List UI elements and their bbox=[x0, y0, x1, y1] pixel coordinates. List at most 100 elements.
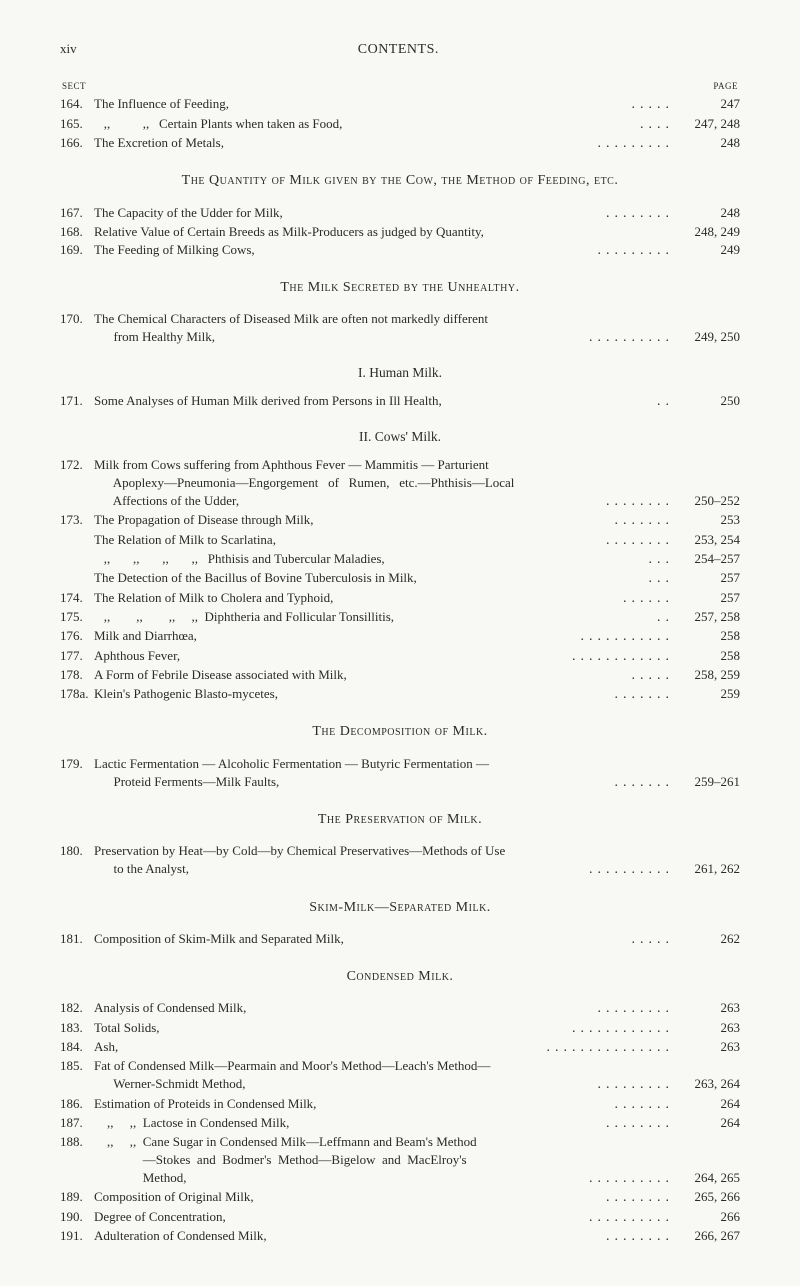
toc-entry: 164.The Influence of Feeding,.....247 bbox=[60, 95, 740, 114]
toc-entry: 186.Estimation of Proteids in Condensed … bbox=[60, 1095, 740, 1114]
toc-entry: Method,..........264, 265 bbox=[60, 1169, 740, 1188]
sub-heading: II. Cows' Milk. bbox=[60, 427, 740, 447]
col-label-page: PAGE bbox=[713, 80, 738, 93]
entry-desc: Preservation by Heat—by Cold—by Chemical… bbox=[94, 842, 670, 860]
entry-desc: ,, ,, Cane Sugar in Condensed Milk—Leffm… bbox=[94, 1133, 670, 1151]
toc-entry: 171.Some Analyses of Human Milk derived … bbox=[60, 392, 740, 411]
entry-page: 249 bbox=[678, 241, 740, 259]
entry-sect: 175. bbox=[60, 608, 94, 626]
entry-page: 262 bbox=[678, 930, 740, 948]
section-heading: The Quantity of Milk given by the Cow, t… bbox=[60, 171, 740, 191]
entry-sect: 165. bbox=[60, 115, 94, 133]
toc-entry: 175. ,, ,, ,, ,, Diphtheria and Follicul… bbox=[60, 608, 740, 627]
entry-desc: Milk from Cows suffering from Aphthous F… bbox=[94, 456, 670, 474]
page-header: xiv CONTENTS. bbox=[60, 40, 740, 60]
entry-dots: ... bbox=[649, 569, 675, 588]
toc-entry: 169.The Feeding of Milking Cows,........… bbox=[60, 241, 740, 260]
entry-desc: Composition of Original Milk, bbox=[94, 1188, 602, 1206]
entries-block-2: 167.The Capacity of the Udder for Milk,.… bbox=[60, 204, 740, 261]
entry-dots: .......... bbox=[589, 1169, 674, 1188]
entry-page: 250 bbox=[678, 392, 740, 410]
sub-heading: I. Human Milk. bbox=[60, 363, 740, 383]
entry-sect: 185. bbox=[60, 1057, 94, 1075]
entry-desc: Total Solids, bbox=[94, 1019, 568, 1037]
entry-dots: ........ bbox=[606, 531, 674, 550]
entry-dots: ......... bbox=[598, 241, 675, 260]
entry-dots: ............ bbox=[572, 647, 674, 666]
entry-desc: Analysis of Condensed Milk, bbox=[94, 999, 594, 1017]
entry-sect: 190. bbox=[60, 1208, 94, 1226]
entry-desc: Ash, bbox=[94, 1038, 543, 1056]
contents-title: CONTENTS. bbox=[358, 40, 439, 60]
entry-desc: Method, bbox=[94, 1169, 585, 1187]
toc-entry: 181.Composition of Skim-Milk and Separat… bbox=[60, 930, 740, 949]
toc-entry: Proteid Ferments—Milk Faults,.......259–… bbox=[60, 773, 740, 792]
toc-entry: from Healthy Milk,..........249, 250 bbox=[60, 328, 740, 347]
entry-desc: The Excretion of Metals, bbox=[94, 134, 594, 152]
entry-dots: ........ bbox=[606, 204, 674, 223]
toc-entry: 178a.Klein's Pathogenic Blasto-mycetes,.… bbox=[60, 685, 740, 704]
entry-page: 248, 249 bbox=[678, 223, 740, 241]
entry-page: 259–261 bbox=[678, 773, 740, 791]
entry-page: 250–252 bbox=[678, 492, 740, 510]
entry-desc: The Relation of Milk to Cholera and Typh… bbox=[94, 589, 619, 607]
toc-entry: 179.Lactic Fermentation — Alcoholic Ferm… bbox=[60, 755, 740, 773]
entry-dots: ...... bbox=[623, 589, 674, 608]
entry-sect: 168. bbox=[60, 223, 94, 241]
entry-sect: 186. bbox=[60, 1095, 94, 1113]
entry-dots: .......... bbox=[589, 328, 674, 347]
entry-sect: 172. bbox=[60, 456, 94, 474]
entry-sect: 180. bbox=[60, 842, 94, 860]
entry-desc: from Healthy Milk, bbox=[94, 328, 585, 346]
entry-desc: The Detection of the Bacillus of Bovine … bbox=[94, 569, 645, 587]
entry-dots: ........ bbox=[606, 1114, 674, 1133]
toc-entry: 168.Relative Value of Certain Breeds as … bbox=[60, 223, 740, 241]
section-heading: The Preservation of Milk. bbox=[60, 810, 740, 830]
entry-dots: ......... bbox=[598, 999, 675, 1018]
entry-sect: 188. bbox=[60, 1133, 94, 1151]
entry-page: 258 bbox=[678, 627, 740, 645]
entry-dots: ....... bbox=[615, 773, 675, 792]
entry-desc: The Influence of Feeding, bbox=[94, 95, 628, 113]
section-heading: The Decomposition of Milk. bbox=[60, 722, 740, 742]
entry-desc: Klein's Pathogenic Blasto-mycetes, bbox=[94, 685, 611, 703]
entry-sect: 170. bbox=[60, 310, 94, 328]
entry-desc: ,, ,, ,, ,, Diphtheria and Follicular To… bbox=[94, 608, 653, 626]
entries-block-1: 164.The Influence of Feeding,.....247165… bbox=[60, 95, 740, 153]
entry-desc: ,, ,, ,, ,, Phthisis and Tubercular Mala… bbox=[94, 550, 645, 568]
entry-page: 254–257 bbox=[678, 550, 740, 568]
entry-page: 257 bbox=[678, 589, 740, 607]
entry-sect: 184. bbox=[60, 1038, 94, 1056]
entry-page: 259 bbox=[678, 685, 740, 703]
entry-desc: ,, ,, Lactose in Condensed Milk, bbox=[94, 1114, 602, 1132]
page-number: xiv bbox=[60, 40, 77, 60]
entry-dots: ....... bbox=[615, 685, 675, 704]
entry-page: 264 bbox=[678, 1095, 740, 1113]
entry-desc: The Relation of Milk to Scarlatina, bbox=[94, 531, 602, 549]
entry-desc: Estimation of Proteids in Condensed Milk… bbox=[94, 1095, 611, 1113]
entry-page: 261, 262 bbox=[678, 860, 740, 878]
entry-desc: Some Analyses of Human Milk derived from… bbox=[94, 392, 653, 410]
entry-page: 247, 248 bbox=[678, 115, 740, 133]
toc-entry: Affections of the Udder,........250–252 bbox=[60, 492, 740, 511]
entry-dots: ..... bbox=[632, 930, 675, 949]
entry-desc: A Form of Febrile Disease associated wit… bbox=[94, 666, 628, 684]
entry-dots: .......... bbox=[589, 1208, 674, 1227]
toc-entry: 183.Total Solids,............263 bbox=[60, 1019, 740, 1038]
toc-entry: 187. ,, ,, Lactose in Condensed Milk,...… bbox=[60, 1114, 740, 1133]
entry-sect: 169. bbox=[60, 241, 94, 259]
toc-entry: 174.The Relation of Milk to Cholera and … bbox=[60, 589, 740, 608]
entry-dots: ......... bbox=[598, 134, 675, 153]
entry-desc: Composition of Skim-Milk and Separated M… bbox=[94, 930, 628, 948]
toc-entry: 188. ,, ,, Cane Sugar in Condensed Milk—… bbox=[60, 1133, 740, 1151]
entry-dots: ............... bbox=[547, 1038, 675, 1057]
entry-sect: 182. bbox=[60, 999, 94, 1017]
entry-sect: 178. bbox=[60, 666, 94, 684]
toc-entry: 172.Milk from Cows suffering from Aphtho… bbox=[60, 456, 740, 474]
section-heading: Condensed Milk. bbox=[60, 967, 740, 987]
entry-page: 263, 264 bbox=[678, 1075, 740, 1093]
entry-desc: Relative Value of Certain Breeds as Milk… bbox=[94, 223, 670, 241]
entry-page: 248 bbox=[678, 204, 740, 222]
entry-desc: Affections of the Udder, bbox=[94, 492, 602, 510]
entry-page: 247 bbox=[678, 95, 740, 113]
